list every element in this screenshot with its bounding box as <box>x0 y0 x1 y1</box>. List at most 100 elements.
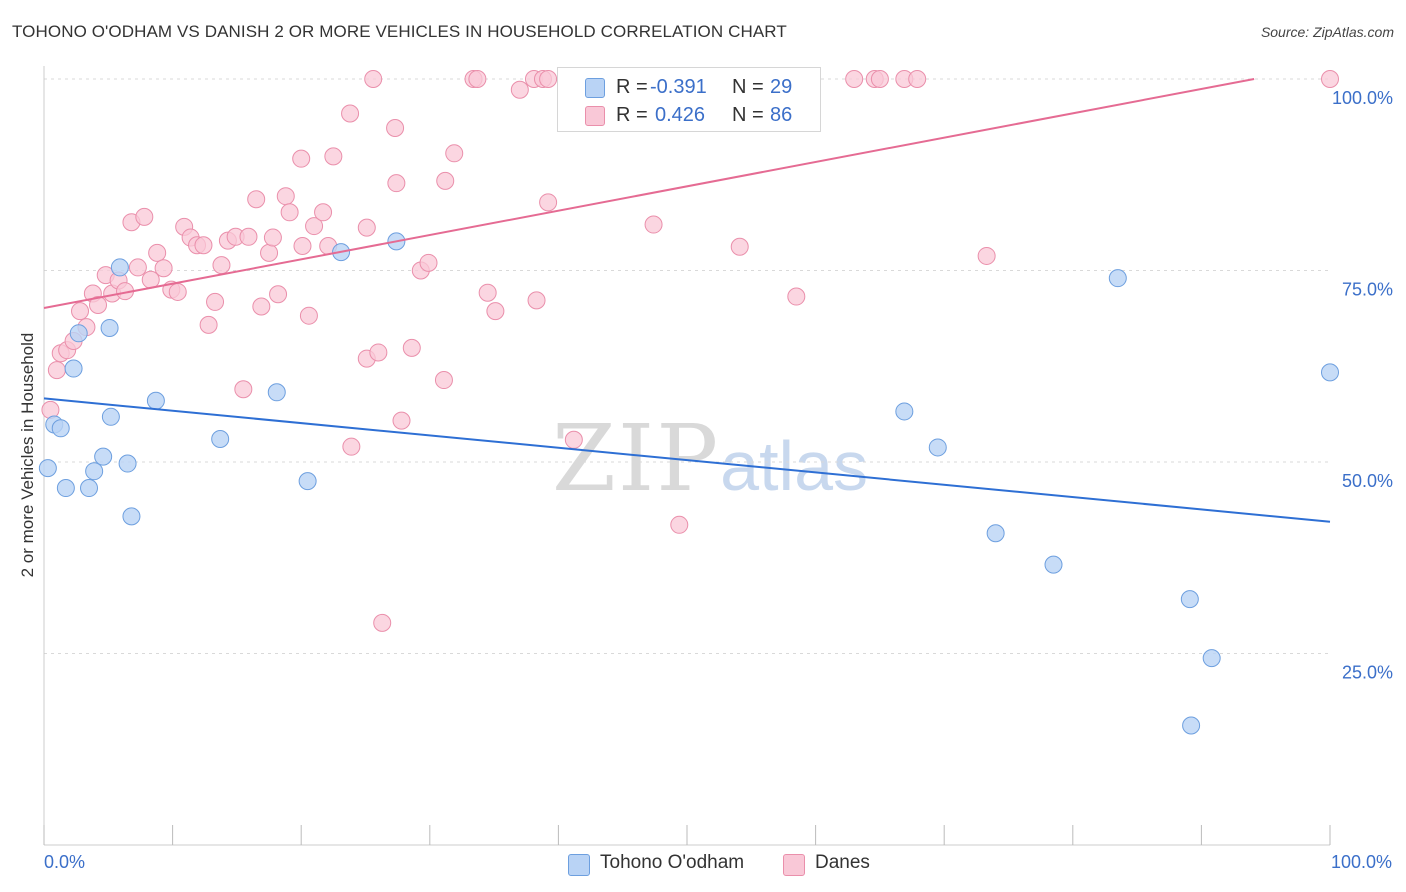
danes-point <box>239 227 258 246</box>
danes-point <box>276 187 295 206</box>
tohono-point <box>56 479 75 498</box>
tohono-point <box>85 462 104 481</box>
tohono-point <box>1180 590 1199 609</box>
danes-point <box>212 256 231 275</box>
danes-point <box>364 70 383 88</box>
danes-point <box>1321 70 1339 88</box>
legend-row-tohono: R = -0.391 N = 29 <box>558 74 820 100</box>
tohono-point <box>101 407 120 426</box>
danes-point <box>787 287 806 306</box>
danes-point <box>341 104 360 123</box>
danes-point <box>252 297 271 316</box>
tohono-point <box>267 383 286 402</box>
danes-point <box>305 217 324 236</box>
danes-point <box>870 70 889 88</box>
danes-point <box>445 144 464 163</box>
n-value: 86 <box>770 104 793 126</box>
danes-point <box>206 292 225 311</box>
axes <box>43 66 1331 846</box>
danes-point <box>299 306 318 325</box>
danes-point <box>234 380 253 399</box>
tohono-point <box>1044 555 1063 574</box>
tohono-point <box>1321 363 1339 382</box>
tohono-trend-line <box>43 397 1331 523</box>
tohono-point <box>100 318 119 337</box>
danes-point <box>434 371 453 390</box>
tohono-point <box>64 359 83 378</box>
tohono-point <box>1182 716 1201 735</box>
tohono-legend-swatch <box>568 854 590 876</box>
n-value: 29 <box>770 76 793 98</box>
danes-point <box>47 361 66 380</box>
tohono-point <box>146 391 165 410</box>
tohono-point <box>1108 269 1127 288</box>
danes-point <box>148 243 167 262</box>
tohono-point <box>69 324 88 343</box>
danes-point <box>293 236 312 255</box>
danes-points <box>41 70 1339 632</box>
legend-row-danes: R = 0.426 N = 86 <box>558 102 820 128</box>
danes-point <box>263 228 282 247</box>
source-label: Source: ZipAtlas.com <box>1260 24 1394 40</box>
danes-point <box>247 190 266 209</box>
danes-point <box>478 283 497 302</box>
legend-label-tohono: Tohono O'odham <box>600 852 745 873</box>
danes-point <box>269 285 288 304</box>
n-label: N = <box>732 76 764 98</box>
watermark-zip: ZIP <box>552 405 721 512</box>
danes-point <box>260 243 279 262</box>
tohono-point <box>118 454 137 473</box>
chart-title: TOHONO O'ODHAM VS DANISH 2 OR MORE VEHIC… <box>12 22 787 41</box>
y-tick-label: 100.0% <box>1332 88 1393 108</box>
y-axis-label: 2 or more Vehicles in Household <box>18 332 37 578</box>
y-tick-label: 75.0% <box>1342 280 1393 300</box>
y-tick-label: 50.0% <box>1342 471 1393 491</box>
x-axis-min-label: 0.0% <box>44 852 86 872</box>
tohono-point <box>986 524 1005 543</box>
danes-point <box>908 70 927 88</box>
trend-lines <box>43 78 1331 523</box>
danes-point <box>342 437 361 456</box>
danes-point <box>199 315 218 334</box>
tohono-point <box>38 459 57 478</box>
y-tick-label: 25.0% <box>1342 663 1393 683</box>
tohono-point <box>122 507 141 526</box>
r-label: R = <box>616 76 648 98</box>
danes-point <box>373 613 392 632</box>
danes-point <box>369 343 388 362</box>
tohono-point <box>298 472 317 491</box>
danes-point <box>486 302 505 321</box>
danes-point <box>527 291 546 310</box>
danes-point <box>314 203 333 222</box>
danes-point <box>539 70 558 88</box>
danes-point <box>324 147 343 166</box>
danes-point <box>539 193 558 212</box>
r-value: -0.391 <box>650 76 707 98</box>
danes-swatch <box>585 106 605 126</box>
tohono-swatch <box>585 78 605 98</box>
tohono-point <box>80 479 99 498</box>
danes-point <box>392 411 411 430</box>
tohono-point <box>94 447 113 466</box>
gridlines <box>44 78 1330 654</box>
r-value: 0.426 <box>655 104 706 126</box>
danes-point <box>71 302 90 321</box>
watermark: ZIPatlas <box>552 405 868 512</box>
danes-point <box>510 80 529 99</box>
danes-point <box>419 253 438 272</box>
danes-point <box>387 174 406 193</box>
danes-point <box>154 259 173 278</box>
r-label: R = <box>616 104 648 126</box>
danes-point <box>280 203 299 222</box>
danes-point <box>977 246 996 265</box>
legend-label-danes: Danes <box>815 852 870 873</box>
tohono-point <box>51 419 70 438</box>
y-tick-labels: 25.0% 50.0% 75.0% 100.0% <box>1332 88 1393 683</box>
danes-legend-swatch <box>783 854 805 876</box>
n-label: N = <box>732 104 764 126</box>
danes-point <box>730 237 749 256</box>
danes-point <box>292 149 311 168</box>
danes-point <box>128 258 147 277</box>
tohono-point <box>211 430 230 449</box>
